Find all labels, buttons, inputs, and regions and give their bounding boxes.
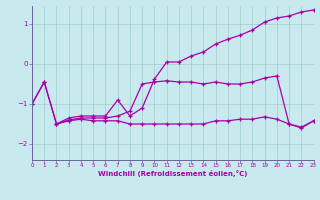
X-axis label: Windchill (Refroidissement éolien,°C): Windchill (Refroidissement éolien,°C) — [98, 170, 247, 177]
